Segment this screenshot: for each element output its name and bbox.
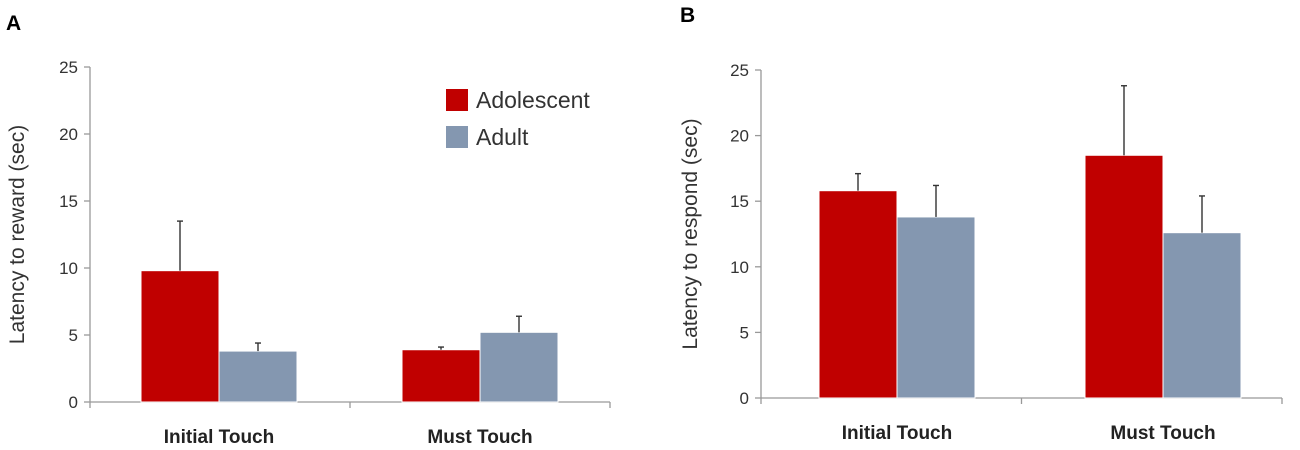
bar-adolescent-must-touch [1084,154,1164,399]
bar-adolescent-initial-touch [140,270,220,403]
bar-adult-must-touch [479,331,559,403]
legend-label-adolescent: Adolescent [476,87,590,113]
legend-label-adult: Adult [476,124,529,150]
bar-adult-initial-touch [218,350,298,403]
bar-adolescent-initial-touch [818,190,898,399]
category-label: Initial Touch [164,427,274,448]
y-tick-label: 5 [69,326,78,345]
legend-swatch-adolescent [446,89,468,111]
panel-letter: A [6,12,21,35]
y-tick-label: 20 [730,127,749,146]
y-tick-label: 25 [59,58,78,77]
y-axis-label: Latency to reward (sec) [6,125,29,344]
bar-adolescent-must-touch [401,349,481,403]
panel-letter: B [680,4,695,27]
category-label: Initial Touch [842,423,952,444]
y-tick-label: 15 [730,192,749,211]
legend-swatch-adult [446,126,468,148]
legend: Adolescent Adult [446,87,590,150]
y-tick-label: 0 [740,389,749,408]
category-label: Must Touch [427,427,532,448]
category-label: Must Touch [1110,423,1215,444]
bar-adult-must-touch [1162,232,1242,399]
chart-panel-b: B 0 5 10 15 20 25 Latency to respond (sec) Initi… [679,4,1283,444]
y-tick-label: 25 [730,61,749,80]
y-tick-label: 20 [59,125,78,144]
y-tick-label: 5 [740,323,749,342]
y-tick-label: 15 [59,192,78,211]
y-axis-label: Latency to respond (sec) [679,118,702,349]
y-tick-label: 10 [730,258,749,277]
y-tick-label: 10 [59,259,78,278]
chart-panel-a: A 0 5 10 15 20 25 Latency to reward (sec) Initia… [6,12,611,448]
bar-adult-initial-touch [896,216,976,399]
y-tick-label: 0 [69,393,78,412]
